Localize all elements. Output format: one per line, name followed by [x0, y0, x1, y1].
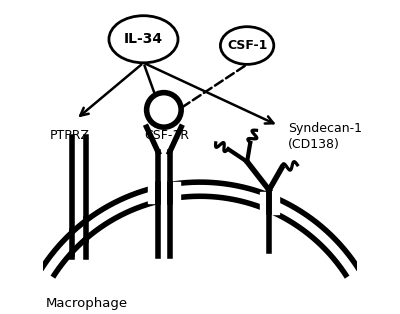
- Ellipse shape: [147, 93, 181, 127]
- Text: IL-34: IL-34: [124, 32, 163, 46]
- Text: CSF-1: CSF-1: [227, 39, 267, 52]
- Text: Syndecan-1
(CD138): Syndecan-1 (CD138): [288, 122, 362, 151]
- Text: CSF-1R: CSF-1R: [144, 129, 190, 142]
- Text: Macrophage: Macrophage: [46, 297, 128, 310]
- Ellipse shape: [109, 16, 178, 63]
- Ellipse shape: [220, 27, 274, 64]
- Text: PTPRZ: PTPRZ: [50, 129, 90, 142]
